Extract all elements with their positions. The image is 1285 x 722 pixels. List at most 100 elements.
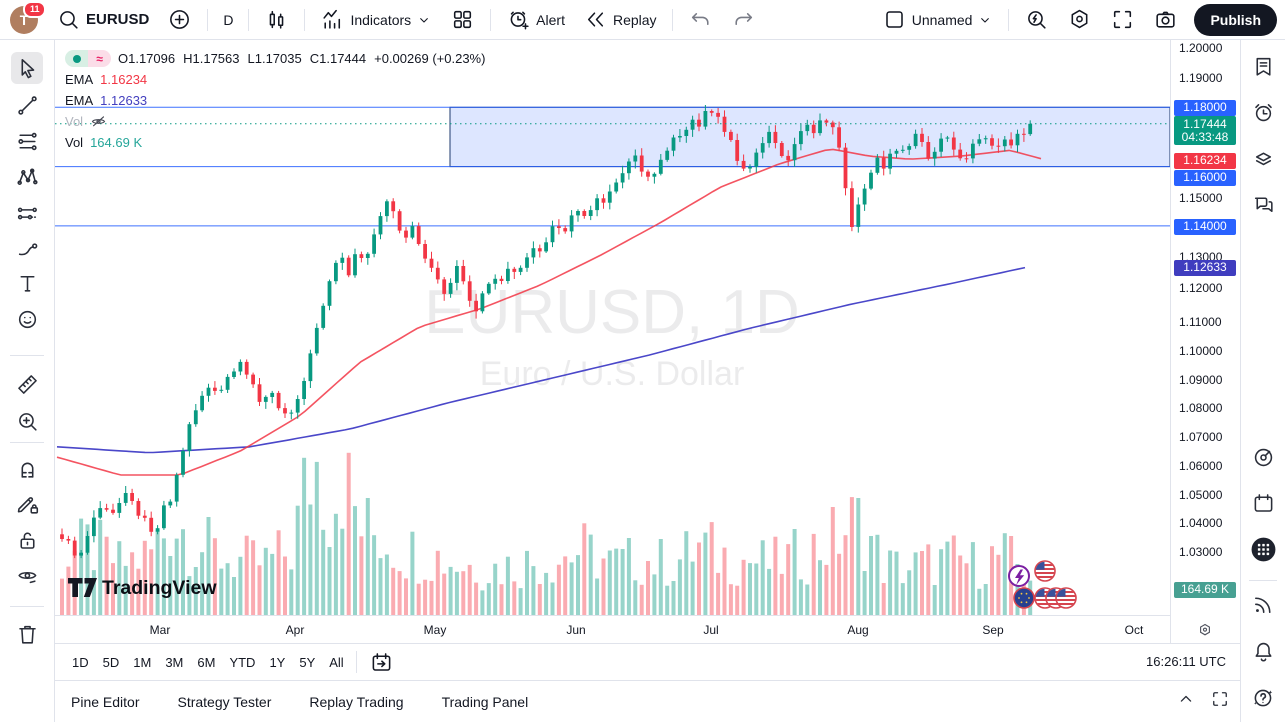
range-1y-button[interactable]: 1Y	[262, 649, 292, 675]
lock-tool[interactable]	[11, 524, 43, 556]
ema-fast-label: EMA	[65, 72, 94, 87]
tab-strategy-tester[interactable]: Strategy Tester	[177, 693, 272, 710]
ema-slow-legend-row[interactable]: EMA 1.12633	[65, 90, 485, 111]
save-layout-button[interactable]: Unnamed	[874, 3, 1002, 37]
text-tool-icon	[15, 271, 40, 296]
ema-fast-legend-row[interactable]: EMA 1.16234	[65, 69, 485, 90]
price-tick-label: 1.11000	[1179, 315, 1222, 329]
trend-line-tool[interactable]	[11, 89, 43, 121]
range-1d-button[interactable]: 1D	[65, 649, 96, 675]
help-button[interactable]	[1248, 682, 1278, 712]
low-value: L1.17035	[247, 51, 302, 66]
fullscreen-button[interactable]	[1102, 3, 1143, 37]
goto-date-icon	[369, 650, 394, 675]
user-avatar[interactable]: T 11	[10, 0, 46, 34]
apps-grid-button[interactable]	[1248, 534, 1278, 564]
redo-button[interactable]	[723, 3, 764, 37]
symbol-name: EURUSD	[86, 11, 150, 28]
volume-hidden-legend-row[interactable]: Vol	[65, 111, 485, 132]
replay-label: Replay	[612, 11, 657, 28]
alerts-panel-button[interactable]	[1248, 97, 1278, 127]
undo-button[interactable]	[680, 3, 721, 37]
tab-pine-editor[interactable]: Pine Editor	[71, 693, 140, 710]
layers-icon	[1251, 146, 1276, 171]
panel-maximize-button[interactable]	[1210, 689, 1230, 709]
watchlist-button[interactable]	[1248, 51, 1278, 81]
chart-settings-button[interactable]	[1059, 3, 1100, 37]
hide-drawings-icon	[15, 563, 40, 588]
price-level-badge: 1.14000	[1174, 218, 1236, 235]
go-to-date-button[interactable]	[362, 649, 401, 675]
chart-style-button[interactable]	[256, 3, 297, 37]
eye-off-icon[interactable]	[90, 113, 107, 130]
volume-label: Vol	[65, 135, 84, 150]
cursor-icon	[15, 56, 40, 81]
calendar-button[interactable]	[1248, 488, 1278, 518]
quick-search-button[interactable]	[1016, 3, 1057, 37]
zoom-in-tool[interactable]	[11, 405, 43, 437]
chat-button[interactable]	[1248, 189, 1278, 219]
price-axis[interactable]: 1.20000 1.19000 1.15000 1.13000 1.12000 1.110…	[1170, 40, 1240, 643]
range-5d-button[interactable]: 5D	[96, 649, 127, 675]
price-axis-settings-icon[interactable]	[1197, 622, 1213, 638]
tab-trading-panel[interactable]: Trading Panel	[441, 693, 529, 710]
panel-expand-button[interactable]	[1176, 689, 1196, 709]
range-6m-button[interactable]: 6M	[190, 649, 222, 675]
volume-value: 164.69 K	[90, 135, 143, 150]
trash-tool[interactable]	[11, 618, 43, 650]
tab-replay-trading[interactable]: Replay Trading	[309, 693, 404, 710]
range-1m-button[interactable]: 1M	[126, 649, 158, 675]
text-tool-tool[interactable]	[11, 267, 43, 299]
chart-pane: EURUSD, 1D Euro / U.S. Dollar TradingView …	[55, 40, 1240, 722]
magnet-tool[interactable]	[11, 452, 43, 484]
chart-canvas[interactable]: EURUSD, 1D Euro / U.S. Dollar TradingView …	[55, 40, 1170, 615]
range-3m-button[interactable]: 3M	[158, 649, 190, 675]
market-open-dot	[65, 50, 88, 67]
high-value: H1.17563	[183, 51, 240, 66]
price-tick-label: 1.03000	[1179, 545, 1223, 559]
market-status-pill[interactable]: ≈	[65, 50, 111, 67]
range-5y-button[interactable]: 5Y	[292, 649, 322, 675]
layers-button[interactable]	[1248, 143, 1278, 173]
range-all-button[interactable]: All	[322, 649, 350, 675]
time-axis[interactable]: Mar Apr May Jun Jul Aug Sep Oct	[55, 615, 1170, 643]
screener-target-button[interactable]	[1248, 442, 1278, 472]
watchlist-icon	[1251, 54, 1276, 79]
divider	[10, 355, 44, 356]
projection-tool[interactable]	[11, 197, 43, 229]
symbol-search-button[interactable]: EURUSD	[48, 3, 157, 37]
draw-lock-tool[interactable]	[11, 488, 43, 520]
interval-button[interactable]: D	[215, 3, 241, 37]
symbol-legend-row[interactable]: ≈ O1.17096 H1.17563 L1.17035 C1.17444 +0…	[65, 48, 485, 69]
compare-add-symbol-button[interactable]	[159, 3, 200, 37]
ruler-tool[interactable]	[11, 368, 43, 400]
price-tick-label: 1.19000	[1179, 71, 1223, 85]
volume-legend-row[interactable]: Vol 164.69 K	[65, 132, 485, 153]
replay-button[interactable]: Replay	[575, 3, 665, 37]
snapshot-button[interactable]	[1145, 3, 1186, 37]
create-alert-button[interactable]: Alert	[498, 3, 573, 37]
notifications-bell-button[interactable]	[1248, 636, 1278, 666]
price-level-badge: 1.16234	[1174, 152, 1236, 169]
publish-button[interactable]: Publish	[1194, 3, 1277, 36]
search-icon	[56, 7, 81, 32]
feeds-button[interactable]	[1248, 589, 1278, 619]
brush-icon	[15, 236, 40, 261]
indicators-button[interactable]: Indicators	[312, 3, 440, 37]
price-tick-label: 1.15000	[1179, 191, 1223, 205]
candles-icon	[264, 7, 289, 32]
hide-drawings-tool[interactable]	[11, 559, 43, 591]
pattern-xabcd-tool[interactable]	[11, 161, 43, 193]
clock[interactable]: 16:26:11 UTC	[1146, 654, 1226, 669]
cursor-tool[interactable]	[11, 52, 43, 84]
fib-retracement-tool[interactable]	[11, 125, 43, 157]
brush-tool[interactable]	[11, 232, 43, 264]
emoji-tool[interactable]	[11, 303, 43, 335]
range-ytd-button[interactable]: YTD	[222, 649, 262, 675]
volume-bars	[60, 452, 1033, 615]
right-sidebar	[1240, 40, 1285, 722]
layout-grid-button[interactable]	[442, 3, 483, 37]
draw-lock-icon	[15, 492, 40, 517]
ema-fast-value: 1.16234	[100, 72, 148, 87]
